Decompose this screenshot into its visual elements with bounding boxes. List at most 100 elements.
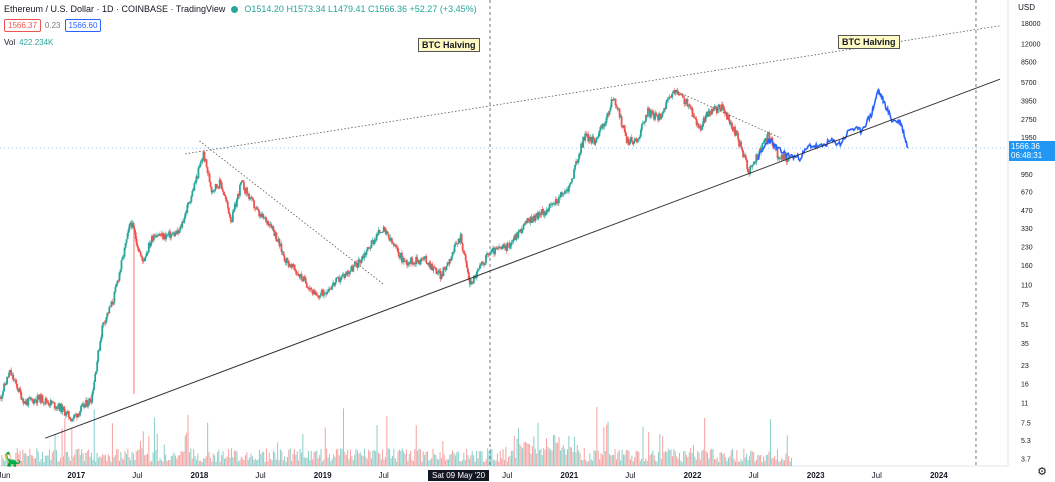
volume-bar [671, 455, 673, 466]
volume-bar [368, 449, 370, 466]
volume-bar [506, 461, 508, 466]
candle-body [104, 322, 107, 324]
volume-bar [181, 451, 183, 466]
candle-body [121, 256, 124, 261]
volume-bar [71, 427, 73, 466]
candle-body [481, 261, 483, 265]
crosshair-date-label: Sat 09 May '20 [428, 470, 490, 481]
candle-body [745, 157, 748, 161]
candle-body [391, 242, 394, 244]
currency-label[interactable]: USD [1018, 3, 1035, 12]
volume-bar [37, 451, 39, 466]
candle-body [705, 112, 708, 116]
candle-body [538, 212, 541, 215]
volume-bar [138, 449, 140, 466]
candle-body [720, 104, 723, 111]
settings-gear-icon[interactable]: ⚙ [1037, 466, 1047, 478]
candle-body [589, 137, 592, 139]
volume-bar [685, 454, 687, 466]
volume-bar [167, 459, 169, 466]
candle-body [39, 394, 42, 403]
candle-body [50, 400, 53, 404]
ohlc-values: O1514.20 H1573.34 L1479.41 C1566.36 +52.… [244, 4, 477, 14]
candle-body [663, 108, 666, 112]
candle-body [418, 260, 421, 264]
volume-bar [726, 460, 728, 466]
candle-body [164, 233, 166, 240]
btc-halving-label-1[interactable]: BTC Halving [418, 38, 480, 52]
candle-body [691, 108, 694, 117]
candle-body [124, 243, 127, 248]
volume-bar [522, 448, 524, 466]
candle-body [712, 108, 715, 112]
candle-body [577, 159, 579, 164]
candle-body [70, 419, 73, 422]
volume-bar [713, 459, 715, 466]
candle-body [388, 238, 391, 241]
volume-bar [466, 448, 468, 466]
volume-bar [673, 449, 675, 466]
candle-body [600, 126, 603, 129]
volume-bar [757, 455, 759, 466]
volume-bar [386, 416, 388, 466]
candle-body [478, 265, 481, 269]
volume-bar [765, 454, 767, 466]
volume-bar [229, 457, 231, 466]
volume-bar [674, 451, 676, 466]
candle-body [51, 402, 54, 404]
volume-bar [551, 450, 553, 466]
candle-body [487, 253, 489, 255]
ask-button[interactable]: 1566.60 [64, 19, 102, 32]
volume-bar [230, 448, 232, 466]
volume-bar [330, 461, 332, 466]
candle-body [558, 196, 561, 198]
candle-body [630, 137, 633, 142]
candle-body [318, 296, 320, 298]
volume-bar [32, 455, 34, 466]
volume-bar [201, 461, 203, 466]
bid-button[interactable]: 1566.37 [4, 19, 41, 32]
candle-body [179, 226, 182, 231]
candle-body [221, 188, 224, 192]
volume-bar [390, 458, 392, 466]
candle-body [504, 245, 507, 248]
candle-body [328, 288, 330, 292]
candle-body [273, 229, 276, 236]
volume-bar [264, 461, 266, 466]
candle-body [361, 256, 364, 260]
candle-body [334, 282, 337, 286]
candle-body [69, 418, 72, 422]
candle-body [36, 395, 39, 404]
candle-body [122, 256, 125, 258]
candle-body [633, 138, 636, 142]
btc-halving-label-2[interactable]: BTC Halving [838, 35, 900, 49]
candle-body [193, 183, 196, 191]
candle-body [427, 264, 430, 266]
symbol-title[interactable]: Ethereum / U.S. Dollar · 1D · COINBASE ·… [4, 4, 226, 14]
tradingview-logo-icon[interactable]: 🦕 [4, 451, 22, 467]
candle-body [340, 276, 343, 281]
x-tick-label: Jul [872, 471, 882, 480]
volume-bar [709, 449, 711, 466]
volume-bar [123, 459, 125, 466]
candle-body [159, 233, 161, 236]
candle-body [402, 258, 404, 263]
candle-body [468, 278, 471, 285]
candle-body [145, 252, 148, 257]
candle-body [163, 233, 165, 240]
candle-body [370, 240, 373, 248]
candle-body [752, 164, 755, 165]
volume-bar [214, 455, 216, 466]
candle-body [294, 269, 297, 272]
candle-body [197, 167, 200, 179]
volume-bar [158, 461, 160, 466]
volume-bar [571, 447, 573, 466]
volume-bar [610, 455, 612, 466]
candle-body [269, 224, 272, 226]
candle-body [670, 97, 673, 98]
candle-body [654, 112, 656, 120]
volume-bar [215, 461, 217, 466]
candle-body [628, 142, 631, 145]
